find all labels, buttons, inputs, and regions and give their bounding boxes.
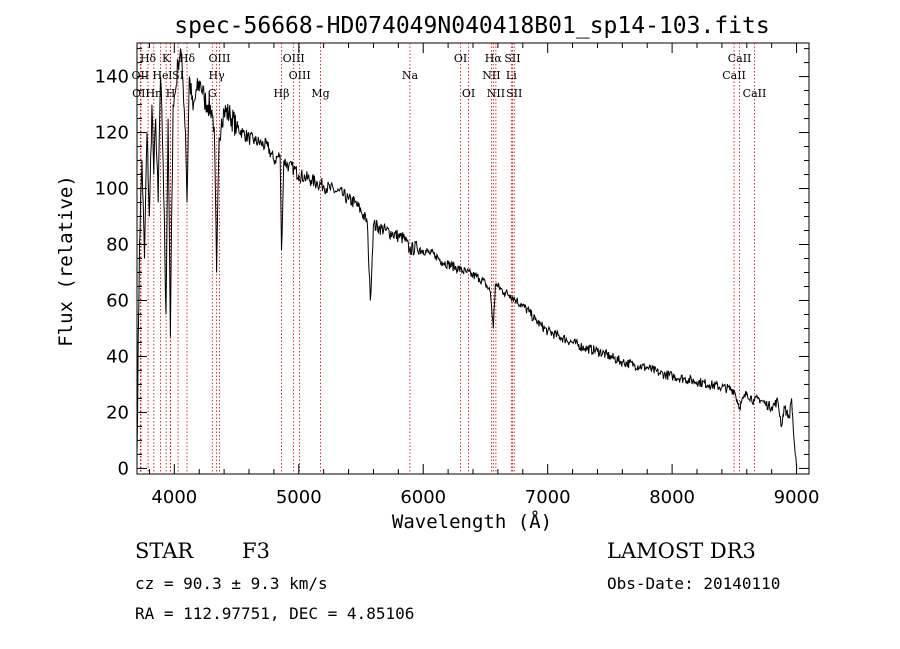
x-tick-label: 7000: [525, 487, 571, 508]
line-label: Hα: [485, 52, 503, 65]
line-label: G: [208, 87, 217, 100]
line-label: NII: [487, 87, 505, 100]
line-label: Hδ: [179, 52, 196, 65]
spectrum-series: [136, 48, 798, 469]
redshift-cz: cz = 90.3 ± 9.3 km/s: [135, 574, 328, 593]
y-tick-label: 120: [95, 123, 129, 144]
line-label: K: [162, 52, 171, 65]
line-label: OII: [132, 87, 150, 100]
x-tick-label: 4000: [151, 487, 197, 508]
x-axis-label: Wavelength (Å): [392, 510, 552, 533]
chart-title: spec-56668-HD074049N040418B01_sp14-103.f…: [174, 13, 769, 39]
x-tick-label: 5000: [276, 487, 322, 508]
line-label: Na: [402, 69, 419, 82]
line-label: Mg: [311, 87, 329, 100]
line-label: OIII: [208, 52, 230, 65]
y-axis-label: Flux (relative): [55, 175, 77, 347]
y-tick-label: 60: [106, 290, 129, 311]
line-label: Hγ: [209, 69, 226, 82]
line-label: Hδ: [140, 52, 157, 65]
line-label: I: [168, 69, 172, 82]
line-label: OIII: [289, 69, 311, 82]
line-label: SI: [172, 69, 184, 82]
y-tick-label: 20: [106, 402, 129, 423]
line-label: OI: [454, 52, 467, 65]
y-tick-label: 100: [95, 179, 129, 200]
line-label: NII: [482, 69, 500, 82]
line-label: He: [152, 69, 168, 82]
x-tick-label: 9000: [774, 487, 820, 508]
coordinates: RA = 112.97751, DEC = 4.85106: [135, 604, 415, 623]
y-tick-label: 40: [106, 346, 129, 367]
y-tick-label: 0: [118, 458, 129, 479]
obs-date: Obs-Date: 20140110: [607, 574, 781, 593]
line-label: CaII: [722, 69, 746, 82]
line-label: Hβ: [274, 87, 290, 100]
line-label: OI: [462, 87, 475, 100]
x-tick-label: 6000: [400, 487, 446, 508]
object-class: STAR: [135, 539, 194, 563]
line-label: Li: [506, 69, 517, 82]
line-label: SII: [504, 52, 520, 65]
x-tick-label: 8000: [649, 487, 695, 508]
line-label: SII: [506, 87, 522, 100]
line-label: CaII: [743, 87, 767, 100]
plot-frame: [136, 42, 810, 475]
object-subclass: F3: [242, 539, 270, 563]
survey-name: LAMOST DR3: [607, 539, 756, 563]
y-tick-label: 80: [106, 235, 129, 256]
line-label: Hn: [145, 87, 162, 100]
line-label: CaII: [728, 52, 752, 65]
line-label: H: [166, 87, 176, 100]
line-label: OII: [132, 69, 150, 82]
y-tick-label: 140: [95, 67, 129, 88]
line-label: OIII: [283, 52, 305, 65]
